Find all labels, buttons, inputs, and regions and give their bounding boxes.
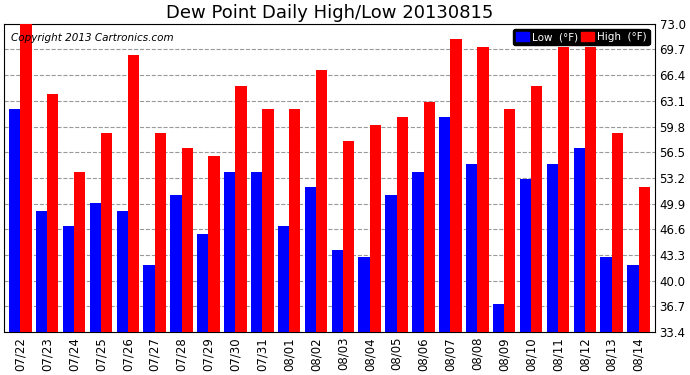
Bar (332, 249, 343, 332)
Bar (278, 226, 289, 332)
Bar (638, 187, 650, 332)
Bar (224, 172, 235, 332)
Bar (531, 86, 542, 332)
Bar (208, 156, 219, 332)
Bar (385, 195, 397, 332)
Bar (9, 110, 20, 332)
Title: Dew Point Daily High/Low 20130815: Dew Point Daily High/Low 20130815 (166, 4, 493, 22)
Bar (251, 172, 262, 332)
Bar (424, 102, 435, 332)
Bar (144, 265, 155, 332)
Bar (235, 86, 246, 332)
Bar (370, 125, 381, 332)
Bar (305, 187, 316, 332)
Legend: Low  (°F), High  (°F): Low (°F), High (°F) (513, 29, 649, 45)
Bar (170, 195, 181, 332)
Bar (573, 148, 585, 332)
Bar (128, 55, 139, 332)
Bar (627, 265, 638, 332)
Bar (600, 257, 612, 332)
Bar (197, 234, 208, 332)
Bar (612, 133, 623, 332)
Bar (451, 39, 462, 332)
Bar (155, 133, 166, 332)
Bar (101, 133, 112, 332)
Bar (546, 164, 558, 332)
Bar (74, 172, 86, 332)
Bar (439, 117, 451, 332)
Bar (47, 94, 59, 332)
Bar (20, 24, 32, 332)
Bar (359, 257, 370, 332)
Bar (90, 203, 101, 332)
Bar (343, 141, 354, 332)
Bar (520, 180, 531, 332)
Bar (262, 110, 273, 332)
Bar (289, 110, 300, 332)
Bar (36, 211, 47, 332)
Text: Copyright 2013 Cartronics.com: Copyright 2013 Cartronics.com (10, 33, 173, 43)
Bar (504, 110, 515, 332)
Bar (412, 172, 424, 332)
Bar (558, 47, 569, 332)
Bar (316, 70, 327, 332)
Bar (493, 304, 504, 332)
Bar (397, 117, 408, 332)
Bar (181, 148, 193, 332)
Bar (63, 226, 74, 332)
Bar (466, 164, 477, 332)
Bar (117, 211, 128, 332)
Bar (585, 47, 596, 332)
Bar (477, 47, 489, 332)
